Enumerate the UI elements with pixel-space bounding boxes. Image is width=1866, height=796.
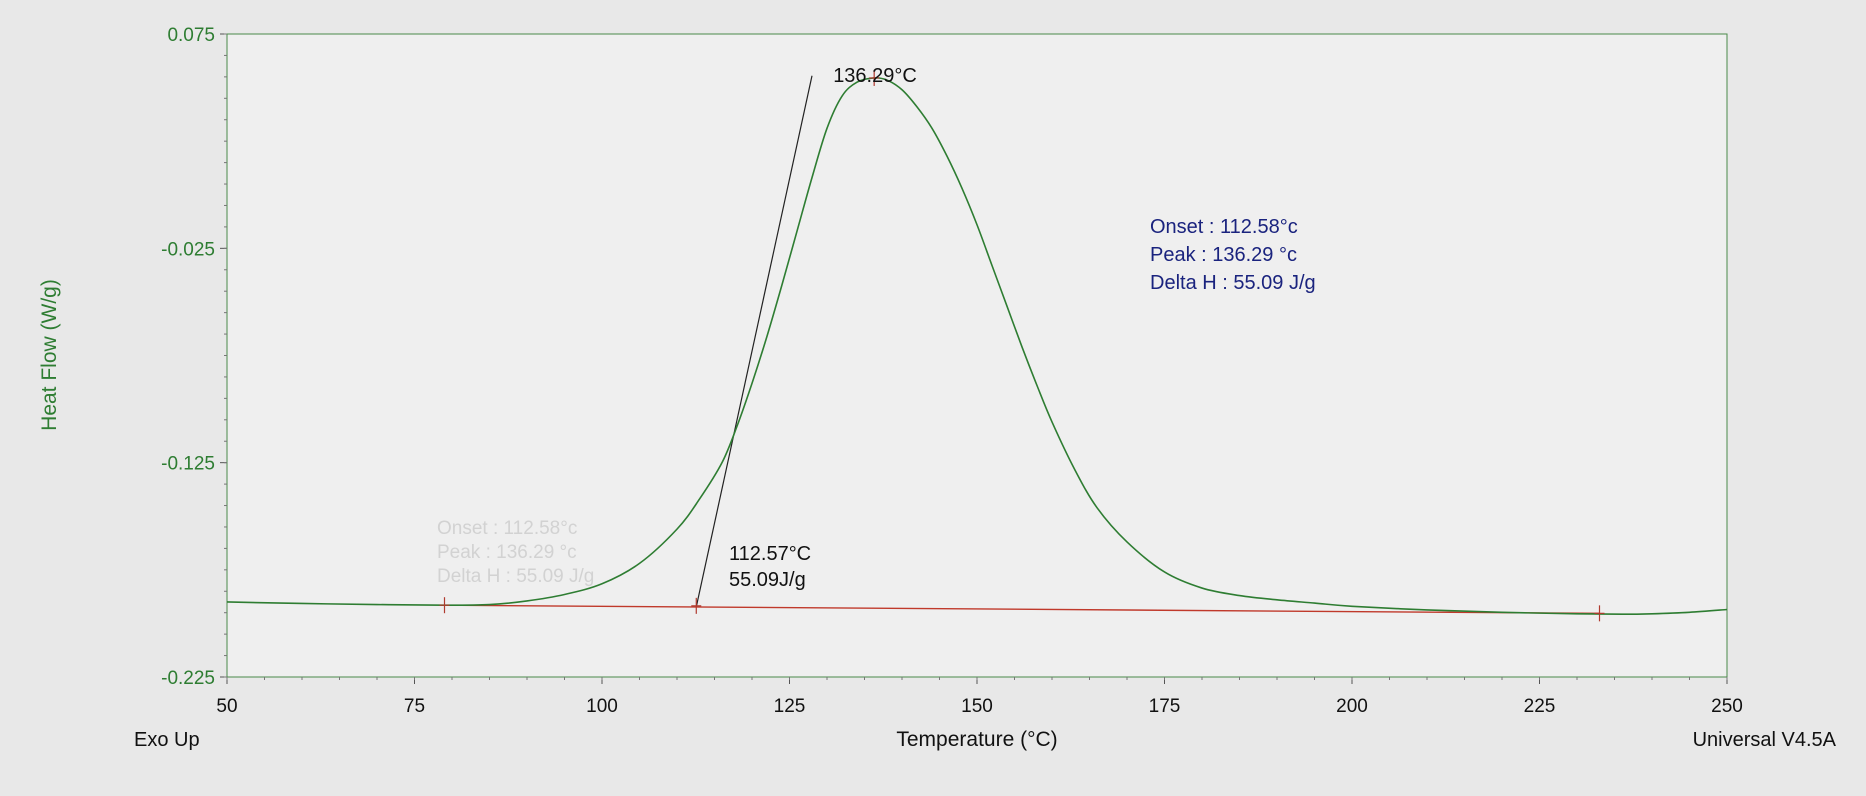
- software-version-label: Universal V4.5A: [1693, 729, 1837, 751]
- peak-temperature-label: 136.29°C: [833, 65, 917, 87]
- plot-area: [226, 33, 1728, 678]
- ghost-summary-line: Delta H : 55.09 J/g: [437, 566, 594, 587]
- x-tick-label: 50: [216, 696, 237, 717]
- curve-markers: [439, 69, 1605, 622]
- ghost-summary-line: Peak : 136.29 °c: [437, 542, 577, 563]
- x-tick-label: 200: [1336, 696, 1368, 717]
- exo-up-label: Exo Up: [134, 729, 200, 751]
- x-tick-label: 225: [1524, 696, 1556, 717]
- results-summary: Onset : 112.58°c Peak : 136.29 °c Delta …: [1150, 216, 1316, 294]
- y-tick-label: -0.125: [161, 454, 215, 475]
- summary-onset: Onset : 112.58°c: [1150, 216, 1298, 238]
- heat-flow-curve: [226, 77, 1728, 616]
- x-tick-label: 250: [1711, 696, 1743, 717]
- y-axis-title: Heat Flow (W/g): [38, 279, 61, 431]
- x-axis-title: Temperature (°C): [896, 728, 1057, 751]
- ghost-summary: Onset : 112.58°c Peak : 136.29 °c Delta …: [437, 518, 594, 587]
- x-tick-label: 100: [586, 696, 618, 717]
- ghost-summary-line: Onset : 112.58°c: [437, 518, 577, 539]
- x-tick-label: 175: [1149, 696, 1181, 717]
- x-tick-label: 150: [961, 696, 993, 717]
- y-tick-label: -0.025: [161, 239, 215, 260]
- y-tick-label: 0.075: [167, 25, 215, 46]
- onset-temperature-label: 112.57°C: [729, 543, 811, 565]
- baseline-line: [444, 604, 1600, 615]
- summary-delta-h: Delta H : 55.09 J/g: [1150, 272, 1316, 294]
- onset-tangent-line: [695, 75, 813, 606]
- enthalpy-label: 55.09J/g: [729, 569, 806, 591]
- summary-peak: Peak : 136.29 °c: [1150, 244, 1297, 266]
- y-tick-label: -0.225: [161, 668, 215, 689]
- x-axis-ticks: 50 75 100 125 150 175 200 225 250: [216, 677, 1743, 717]
- x-tick-label: 75: [404, 696, 425, 717]
- y-axis-ticks: 0.075 -0.025 -0.125 -0.225: [161, 25, 227, 689]
- x-tick-label: 125: [774, 696, 806, 717]
